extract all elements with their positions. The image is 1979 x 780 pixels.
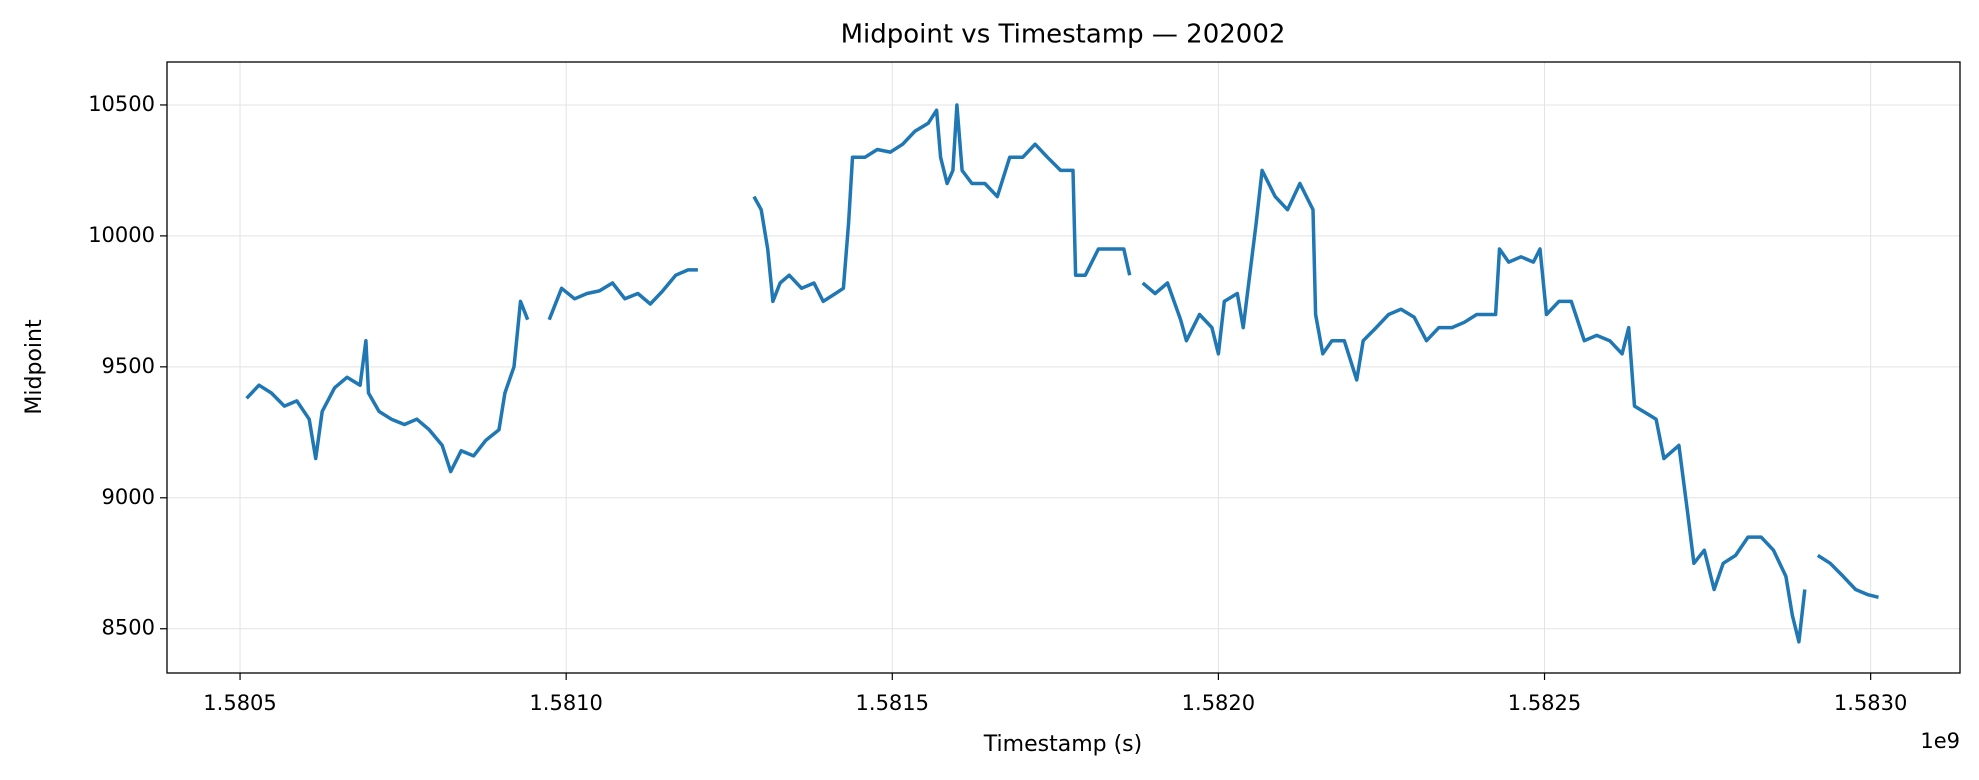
y-tick-label: 8500 [102,616,155,640]
chart-title: Midpoint vs Timestamp — 202002 [841,20,1286,50]
y-tick-label: 10500 [88,92,155,116]
data-line [245,299,530,474]
x-tick-label: 1.5825 [1508,691,1581,715]
y-tick-label: 10000 [88,223,155,247]
data-line [547,268,698,321]
y-tick-label: 9000 [102,485,155,509]
x-tick-label: 1.5820 [1182,691,1255,715]
y-tick-label: 9500 [102,354,155,378]
data-line [752,103,1132,304]
y-axis-label: Midpoint [22,319,47,415]
x-tick-label: 1.5815 [856,691,929,715]
x-offset-label: 1e9 [1920,729,1960,753]
x-tick-label: 1.5810 [529,691,602,715]
x-axis-label: Timestamp (s) [983,732,1142,757]
data-line [1141,168,1807,644]
x-tick-label: 1.5830 [1834,691,1907,715]
data-line [1816,553,1879,599]
x-tick-label: 1.5805 [203,691,276,715]
plot-frame [166,61,1961,674]
